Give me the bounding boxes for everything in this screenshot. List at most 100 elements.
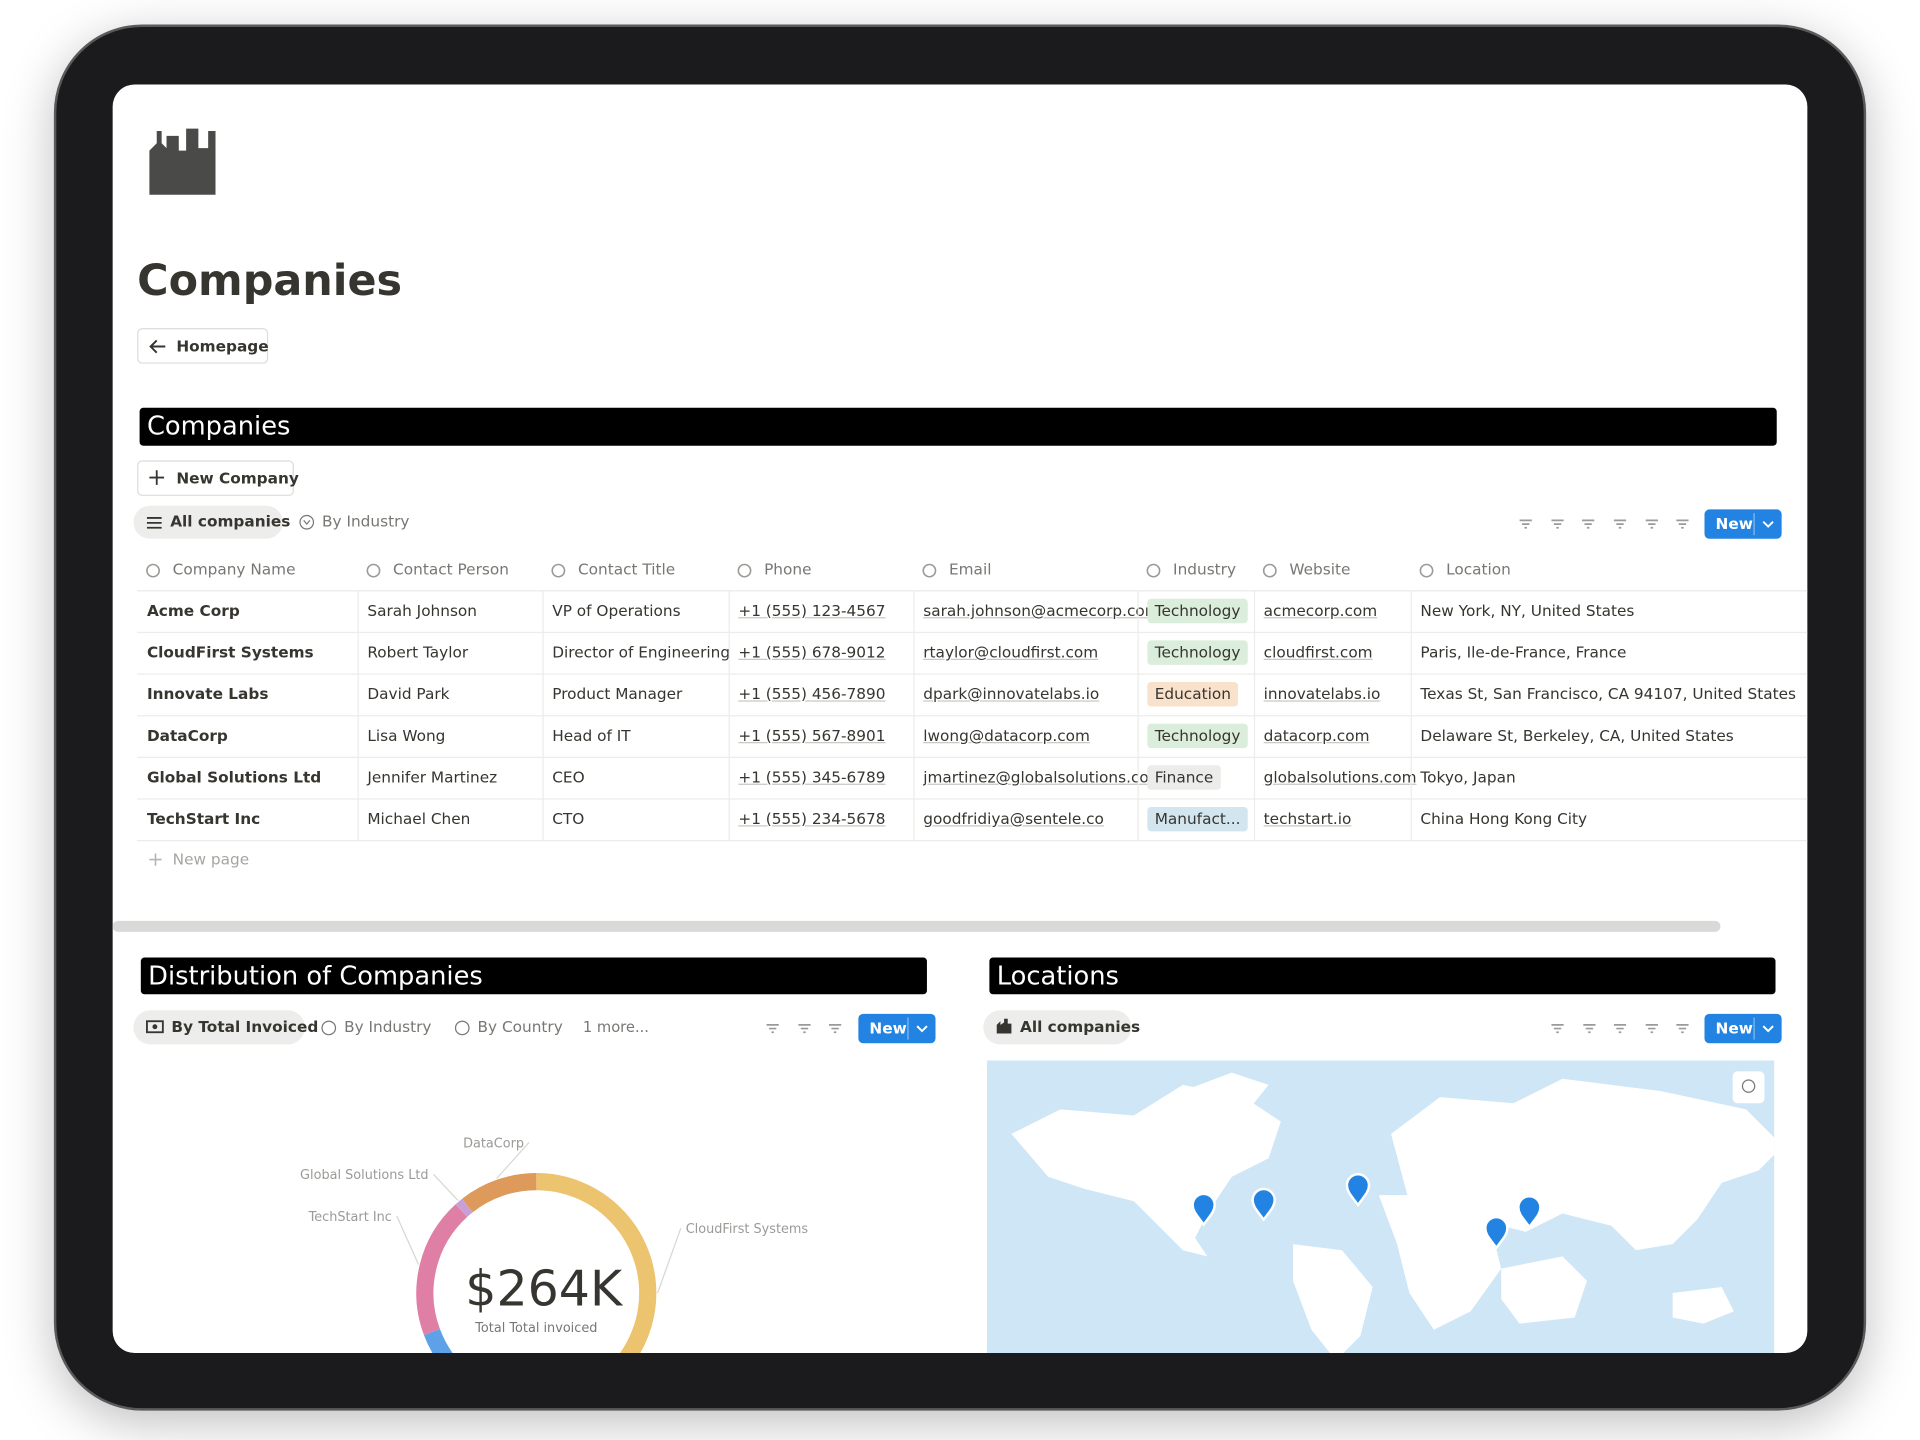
toolbar-icon — [1582, 519, 1595, 529]
table-cell: goodfridiya@sentele.co — [923, 809, 1104, 828]
table-cell: Innovate Labs — [146, 684, 269, 703]
new-company-button[interactable] — [137, 460, 294, 496]
column-divider — [1137, 756, 1139, 799]
view-tab[interactable]: All companies — [1020, 1017, 1141, 1036]
column-header: Location — [1446, 559, 1511, 578]
column-divider — [542, 590, 544, 632]
table-cell: CTO — [552, 809, 585, 828]
view-tab[interactable]: By Country — [477, 1017, 563, 1036]
view-tab[interactable]: All companies — [170, 511, 291, 531]
new-button[interactable] — [1704, 1013, 1782, 1044]
column-header: Company Name — [172, 559, 296, 578]
row-rule — [137, 715, 1808, 717]
table-cell: Acme Corp — [146, 601, 240, 620]
column-divider — [542, 715, 544, 757]
new-button[interactable] — [1704, 509, 1782, 539]
table-cell: dpark@innovatelabs.io — [923, 684, 1100, 703]
back-button[interactable] — [137, 328, 269, 364]
table-cell: VP of Operations — [552, 601, 681, 620]
column-divider — [1253, 715, 1256, 757]
table-cell: acmecorp.com — [1263, 601, 1378, 620]
table-cell: China Hong Kong City — [1420, 809, 1588, 828]
map-pin[interactable] — [1345, 1173, 1371, 1207]
column-divider — [1253, 798, 1256, 841]
column-divider — [728, 673, 730, 716]
view-tab[interactable]: 1 more... — [582, 1018, 649, 1036]
column-divider — [1253, 590, 1256, 632]
new-button-label: New — [869, 1018, 907, 1038]
table-cell: Sarah Johnson — [367, 601, 478, 620]
column-divider — [357, 590, 359, 632]
table-cell: jmartinez@globalsolutions.com — [923, 767, 1164, 787]
column-divider — [728, 631, 730, 674]
column-icon — [922, 563, 937, 578]
column-icon — [1419, 563, 1434, 578]
building-icon — [996, 1018, 1012, 1034]
section-heading: Companies — [139, 407, 1777, 446]
column-divider — [1137, 590, 1139, 632]
industry-tag: Technology — [1147, 598, 1248, 624]
industry-tag: Manufact... — [1147, 806, 1248, 832]
leader-line — [656, 1227, 682, 1294]
view-tab[interactable]: By Industry — [344, 1017, 432, 1036]
table-cell: Tokyo, Japan — [1420, 767, 1516, 787]
table-cell: +1 (555) 567-8901 — [738, 726, 886, 745]
toolbar-icon — [1613, 519, 1627, 529]
toolbar-icon — [1645, 519, 1658, 529]
map-pin[interactable] — [1517, 1195, 1542, 1229]
view-tab[interactable]: By Industry — [322, 511, 410, 531]
table-cell: innovatelabs.io — [1263, 684, 1381, 703]
table-cell: Delaware St, Berkeley, CA, United States — [1420, 726, 1734, 745]
column-icon — [737, 563, 752, 578]
toolbar-icon — [1551, 519, 1564, 529]
column-divider — [913, 673, 915, 716]
column-divider — [1410, 798, 1412, 841]
column-divider — [913, 590, 915, 632]
toolbar-icon — [1676, 1024, 1689, 1034]
leader-line — [396, 1215, 420, 1265]
invoice-icon — [146, 1020, 164, 1034]
table-cell: rtaylor@cloudfirst.com — [923, 642, 1099, 662]
column-divider — [357, 673, 359, 716]
view-icon — [454, 1020, 470, 1036]
table-cell: Global Solutions Ltd — [146, 767, 322, 787]
map-pin[interactable] — [1484, 1215, 1509, 1250]
table-cell: globalsolutions.com — [1263, 767, 1417, 787]
table-cell: Michael Chen — [367, 809, 471, 828]
row-rule — [137, 673, 1808, 675]
donut-total: $264K — [465, 1261, 623, 1318]
table-cell: Lisa Wong — [367, 726, 446, 745]
toolbar-icon — [1519, 519, 1532, 529]
donut-segment — [416, 1204, 468, 1335]
column-divider — [1137, 715, 1139, 757]
column-icon — [551, 563, 566, 578]
column-divider — [542, 756, 544, 799]
table-cell: +1 (555) 234-5678 — [738, 809, 886, 828]
new-button[interactable] — [858, 1013, 936, 1044]
table-cell: New York, NY, United States — [1420, 601, 1635, 620]
toolbar-icon — [828, 1024, 842, 1034]
table-cell: +1 (555) 678-9012 — [738, 642, 886, 662]
column-divider — [357, 798, 359, 841]
plus-icon — [149, 470, 165, 485]
new-button-chevron — [916, 1025, 928, 1033]
table-cell: +1 (555) 123-4567 — [738, 601, 886, 620]
table-cell: David Park — [367, 684, 450, 703]
column-header: Phone — [764, 559, 812, 578]
leader-line — [433, 1173, 459, 1201]
column-divider — [357, 631, 359, 674]
list-icon — [146, 517, 162, 529]
table-cell: Director of Engineering — [552, 642, 731, 662]
view-tab[interactable]: By Total Invoiced — [171, 1017, 319, 1036]
map-pin[interactable] — [1191, 1192, 1216, 1227]
industry-tag: Technology — [1147, 723, 1248, 749]
donut-caption: Total Total invoiced — [475, 1321, 598, 1336]
map-pin[interactable] — [1251, 1187, 1276, 1222]
column-divider — [1410, 715, 1412, 757]
new-company-label: New Company — [176, 468, 299, 488]
toolbar-icon — [1613, 1024, 1627, 1034]
section-heading: Distribution of Companies — [140, 957, 927, 995]
column-divider — [1410, 673, 1412, 716]
world-map — [986, 1060, 1775, 1354]
table-cell: Paris, Ile-de-France, France — [1420, 642, 1627, 662]
